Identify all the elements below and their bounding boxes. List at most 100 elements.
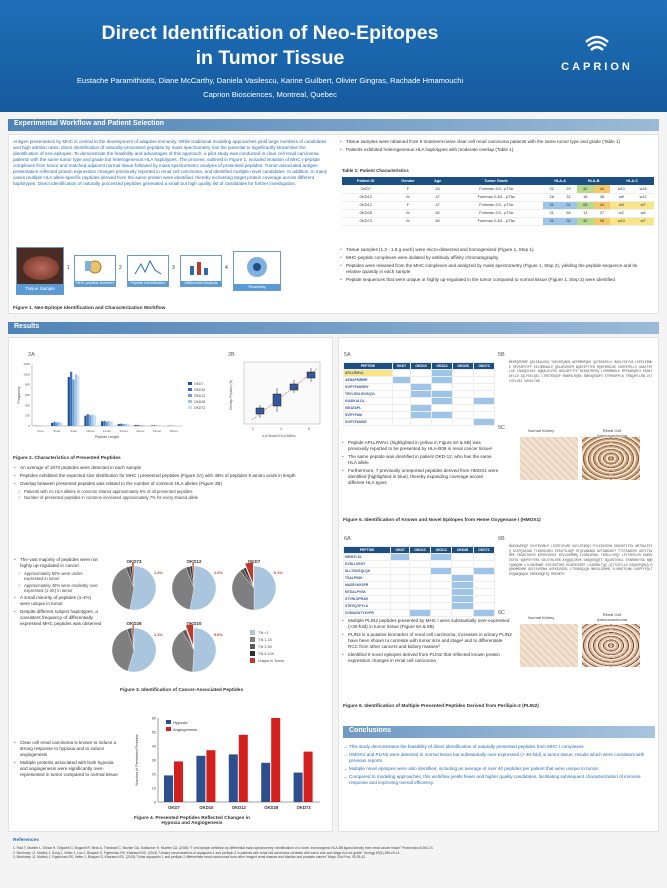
- peptide-detect-cell: [451, 574, 474, 582]
- fig5-normal-kidney-image: [520, 437, 578, 480]
- pie-unique-percent: 1.4%: [154, 571, 163, 575]
- pie-slice: [185, 623, 194, 647]
- peptide-sequence: STVRLSPRAR: [342, 595, 392, 603]
- pie-slice: [253, 565, 277, 611]
- fig5-rcc-image: [582, 437, 640, 480]
- histogram-bar: [134, 424, 137, 426]
- fig2a-chart: 7mer 8mer 9mer 10mer 11mer 12mer 13mer 14mer 15m…: [17, 362, 205, 439]
- legend-swatch: [166, 720, 171, 724]
- bar: [293, 772, 303, 802]
- peptide-sequence: ISEATAPL: [343, 404, 393, 412]
- patient-cell: 68: [560, 209, 577, 218]
- peptide-detect-cell: [451, 560, 474, 568]
- y-tick-label: 400: [25, 403, 30, 407]
- fig6a-label: 6A: [344, 536, 351, 542]
- authors: Eustache Paramithiotis, Diane McCarthy, …: [76, 76, 464, 85]
- peptide-detect-cell: [430, 574, 453, 582]
- patient-cell: 13: [576, 209, 594, 218]
- patient-cell: 62: [426, 209, 449, 218]
- peptide-row: AENAPMRMR: [343, 376, 495, 384]
- peptide-detect-cell: [430, 595, 453, 603]
- peptide-detect-cell: [431, 418, 454, 426]
- patient-cell: w7: [632, 201, 654, 210]
- peptide-row: HIEMTLKL: [342, 553, 496, 561]
- peptide-detect-cell: [390, 553, 410, 561]
- legend-swatch: [250, 658, 255, 663]
- peptide-detect-cell: [431, 369, 454, 377]
- peptide-detect-cell: [391, 397, 412, 405]
- peptide-row: STVRLSPRAR: [342, 595, 496, 603]
- histogram-bar: [89, 415, 92, 426]
- histogram-bar: [139, 425, 142, 426]
- step-peptide-identification: Peptide Identification: [127, 255, 169, 287]
- patient-cell: F: [389, 201, 427, 210]
- peptide-detect-cell: [472, 574, 496, 582]
- peptide-detect-cell: [390, 595, 410, 603]
- peptide-sequence: HIEMTLKL: [342, 553, 392, 561]
- svg-text:# of Shared HLA Alleles: # of Shared HLA Alleles: [262, 434, 296, 438]
- x-tick-label: 13mer: [136, 429, 145, 433]
- hmox1-sequence: MERPQPDSMP QDLSEALKEA TKEVHTQAEN AEFMRNF…: [509, 360, 653, 383]
- pie-title: OKD10: [186, 621, 202, 626]
- peptide-detect-cell: [391, 411, 412, 419]
- patient-row: OKD28 M 62 Fuhrman 2/4 - pT3a 01 68 13 27 w2 w6: [342, 209, 654, 218]
- fig2-bullets: An average of 1873 peptides were detecte…: [14, 465, 328, 502]
- fig5b-label: 5B: [498, 352, 505, 358]
- logo-text: CAPRION: [561, 61, 633, 73]
- workflow-diagram: Tissue Sample 1 MHC-peptide Isolation 2 …: [16, 247, 316, 299]
- fig6-bullets: Multiple PLIN2 peptides presented by MHC…: [342, 618, 512, 666]
- patient-cell: 26: [543, 193, 561, 202]
- patient-cell: 29: [560, 185, 577, 194]
- patient-cell: 01: [543, 201, 561, 210]
- x-tick-label: 12mer: [119, 429, 128, 433]
- step-reactivity: Reactivity: [233, 251, 281, 291]
- peptide-detect-cell: [452, 404, 474, 412]
- legend-swatch: [188, 406, 192, 409]
- peptide-detect-cell: [430, 553, 453, 561]
- title-line-2: in Tumor Tissue: [195, 47, 345, 69]
- peptide-detect-cell: [473, 369, 495, 377]
- patient-cell: OKD7: [342, 185, 390, 194]
- legend-swatch: [250, 630, 255, 635]
- fig4-bar-chart: OKD7 OKD10 OKD12 OKD28 OKD73 0 10 20 30 40 50 60 Num…: [135, 717, 320, 810]
- pie-slice: [189, 565, 217, 611]
- pie-slice: [131, 561, 134, 585]
- patient-cell: M: [389, 193, 427, 202]
- peptide-row: SVIFYFAMSR: [343, 418, 495, 426]
- legend-label: Hypoxia: [173, 720, 188, 725]
- patient-cell: 01: [560, 201, 577, 210]
- bar: [206, 750, 216, 802]
- legend-swatch: [188, 400, 192, 403]
- peptide-detect-cell: [431, 411, 454, 419]
- patient-cell: 02: [560, 217, 577, 226]
- y-tick-label: 1200: [23, 362, 30, 366]
- fig6-rcc-label: Renal Cell Adenocarcinoma: [596, 612, 628, 622]
- peptide-detect-cell: [431, 376, 454, 384]
- fig6a-table: PEPTIDE OKD7 OKD10 OKD12 OKD28 OKD73 HIEMTLKL…: [342, 546, 496, 617]
- fig2b-label: 2B: [228, 352, 235, 358]
- peptide-detect-cell: [430, 567, 453, 575]
- pie-title: OKD73: [126, 559, 142, 564]
- x-tick-label: 10mer: [86, 429, 95, 433]
- histogram-bar: [103, 420, 106, 426]
- peptide-detect-cell: [390, 609, 410, 617]
- patient-cell: 40: [576, 185, 594, 194]
- peptide-detect-cell: [472, 588, 496, 596]
- fig6b-label: 6B: [498, 536, 505, 542]
- pie-slice: [171, 567, 195, 610]
- peptide-sequence: MASEYAVSPR: [342, 581, 392, 589]
- histogram-bar: [93, 415, 97, 426]
- legend-swatch: [250, 651, 255, 656]
- y-tick-label: 800: [25, 383, 30, 387]
- plin2-sequence: MASVAVDPQP SVVTRVVNLP LVSSTYDLMS SAYLSTK…: [509, 544, 653, 576]
- figure-3-caption: Figure 3. Identification of Cancer-Assoc…: [120, 688, 244, 693]
- patient-cell: 01: [543, 209, 561, 218]
- pie-slice: [192, 561, 194, 585]
- peptide-detect-cell: [452, 397, 474, 405]
- peptide-detect-cell: [410, 404, 433, 412]
- intro-text: Antigen presentation by MHC is central t…: [13, 139, 328, 187]
- x-tick-label: 11mer: [103, 429, 111, 433]
- histogram-bar: [55, 422, 58, 426]
- histogram-bar: [108, 421, 111, 426]
- x-tick-label: 9mer: [70, 429, 77, 433]
